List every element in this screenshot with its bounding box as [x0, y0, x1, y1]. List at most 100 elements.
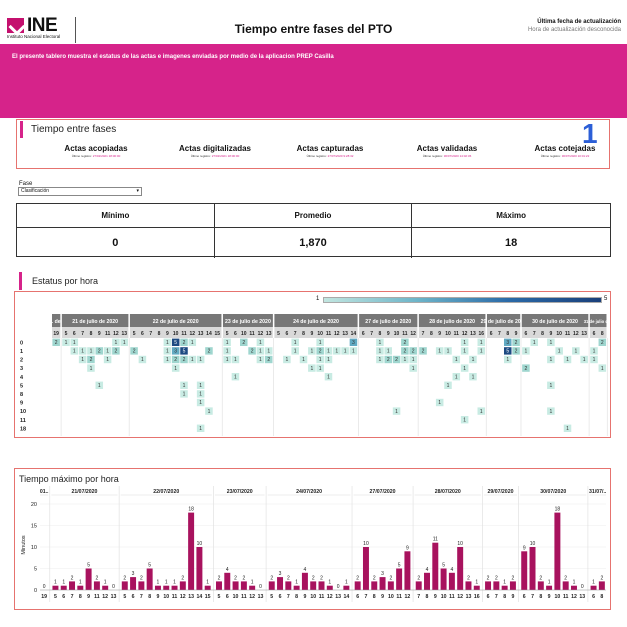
- heatmap-cell-label: 1: [183, 383, 186, 389]
- heatmap-cell-label: 1: [226, 349, 229, 355]
- heatmap-cell-label: 2: [174, 357, 177, 363]
- heatmap-cell: [452, 373, 461, 381]
- x-tick-label: 10: [233, 594, 239, 600]
- x-tick-label: 7: [417, 594, 420, 600]
- bar: [440, 568, 447, 590]
- heatmap-cell-label: 1: [90, 349, 93, 355]
- heatmap-cell-label: 1: [463, 340, 466, 346]
- x-tick-label: 8: [79, 594, 82, 600]
- bar-value-label: 1: [165, 580, 168, 586]
- x-tick-label: 6: [279, 594, 282, 600]
- heatmap-row-label: 0: [20, 340, 23, 346]
- heatmap-cell-label: 1: [327, 349, 330, 355]
- heatmap-cell: [547, 381, 555, 389]
- bar-value-label: 2: [373, 575, 376, 581]
- bar: [493, 581, 500, 590]
- fase-sub-value: 27/02/2021 18:00:00: [92, 154, 121, 158]
- heatmap-cell: [62, 338, 70, 346]
- heatmap-cell-label: 1: [379, 340, 382, 346]
- heatmap-cell-label: 1: [141, 357, 144, 363]
- heatmap-cell-label: 2: [525, 366, 528, 372]
- x-tick-label: 12: [571, 594, 577, 600]
- x-tick-label: 6: [523, 594, 526, 600]
- bar-value-label: 1: [592, 580, 595, 586]
- fase-sub-label: Último registro:: [306, 154, 327, 158]
- heatmap-cell-label: 1: [533, 340, 536, 346]
- heatmap-hour-header: [589, 327, 607, 338]
- heatmap-cell-label: 1: [352, 349, 355, 355]
- heatmap-cell: [180, 381, 188, 389]
- heatmap-row-label: 8: [20, 392, 23, 398]
- bar: [448, 572, 455, 590]
- heatmap-group-header: [222, 314, 273, 327]
- heatmap-cell: [401, 355, 409, 364]
- bar-value-label: 4: [304, 567, 307, 573]
- heatmap-cell-label: 2: [403, 349, 406, 355]
- heatmap-hour-header: [418, 327, 486, 338]
- heatmap-hour-label: 9: [166, 331, 169, 337]
- bar-value-label: 2: [356, 575, 359, 581]
- heatmap-cell-label: 2: [242, 340, 245, 346]
- heatmap-cell: [70, 347, 79, 355]
- bar-value-label: 2: [181, 575, 184, 581]
- x-tick-label: 8: [600, 594, 603, 600]
- heatmap-cell: [401, 338, 409, 346]
- heatmap-cell-label: 2: [183, 340, 186, 346]
- bar: [354, 581, 361, 590]
- heatmap-hour-header: [129, 327, 222, 338]
- fase-select[interactable]: Clasificación ▾: [18, 187, 142, 196]
- heatmap-group-label: 29 de julio de 2020: [481, 319, 527, 325]
- heatmap-hour-header: [222, 327, 273, 338]
- bar-value-label: 2: [467, 575, 470, 581]
- x-tick-label: 13: [335, 594, 341, 600]
- heatmap-cell: [580, 355, 588, 364]
- heatmap-cell: [316, 338, 324, 346]
- x-tick-label: 6: [226, 594, 229, 600]
- x-tick-label: 5: [54, 594, 57, 600]
- fase-sub-label: Último registro:: [71, 154, 92, 158]
- heatmap-hour-label: 10: [317, 331, 323, 337]
- heatmap-hour-label: 6: [285, 331, 288, 337]
- group-header-label: 27/07/2020: [370, 489, 396, 495]
- heatmap-hour-label: 14: [351, 331, 357, 337]
- bar: [537, 581, 544, 590]
- heatmap-cell: [547, 407, 555, 415]
- heatmap-cell-label: 1: [234, 357, 237, 363]
- y-tick-label: 20: [31, 502, 37, 508]
- heatmap-cell: [598, 364, 607, 372]
- heatmap-cell: [163, 338, 172, 346]
- heatmap-hour-label: 12: [258, 331, 264, 337]
- update-label: Última fecha de actualización: [537, 19, 621, 25]
- x-tick-label: 10: [310, 594, 316, 600]
- heatmap-cell-label: 1: [259, 340, 262, 346]
- heatmap-cell-label: 1: [259, 349, 262, 355]
- heatmap-row-label: 1: [20, 349, 23, 355]
- heatmap-hour-header: [52, 327, 61, 338]
- bar: [216, 581, 222, 590]
- heatmap-group-header: [521, 314, 589, 327]
- stat-header-max: Máximo: [412, 204, 610, 228]
- heatmap-cell: [196, 398, 205, 407]
- heatmap-cell: [503, 347, 512, 355]
- x-tick-label: 8: [503, 594, 506, 600]
- heatmap-hour-label: 7: [370, 331, 373, 337]
- heatmap-hour-header: [274, 327, 358, 338]
- heatmap-cell-label: 1: [285, 357, 288, 363]
- heatmap-hour-label: 8: [302, 331, 305, 337]
- bar-value-label: 0: [581, 584, 584, 590]
- bar: [529, 547, 536, 590]
- max-time-title: Tiempo máximo por hora: [19, 474, 119, 484]
- bar: [301, 572, 308, 590]
- heatmap-cell: [171, 347, 180, 355]
- heatmap-cell-label: 1: [73, 349, 76, 355]
- heatmap-cell: [444, 381, 452, 389]
- heatmap-cell-label: 1: [480, 349, 483, 355]
- bar-value-label: 5: [442, 563, 445, 569]
- x-tick-label: 10: [441, 594, 447, 600]
- heatmap-hour-label: 9: [549, 331, 552, 337]
- bar-value-label: 10: [197, 541, 203, 547]
- chevron-down-icon[interactable]: ▾: [136, 188, 139, 194]
- heatmap-group-label: 23 de julio de 2020: [225, 319, 271, 325]
- heatmap-cell-label: 1: [463, 417, 466, 423]
- heatmap-hour-label: 13: [342, 331, 348, 337]
